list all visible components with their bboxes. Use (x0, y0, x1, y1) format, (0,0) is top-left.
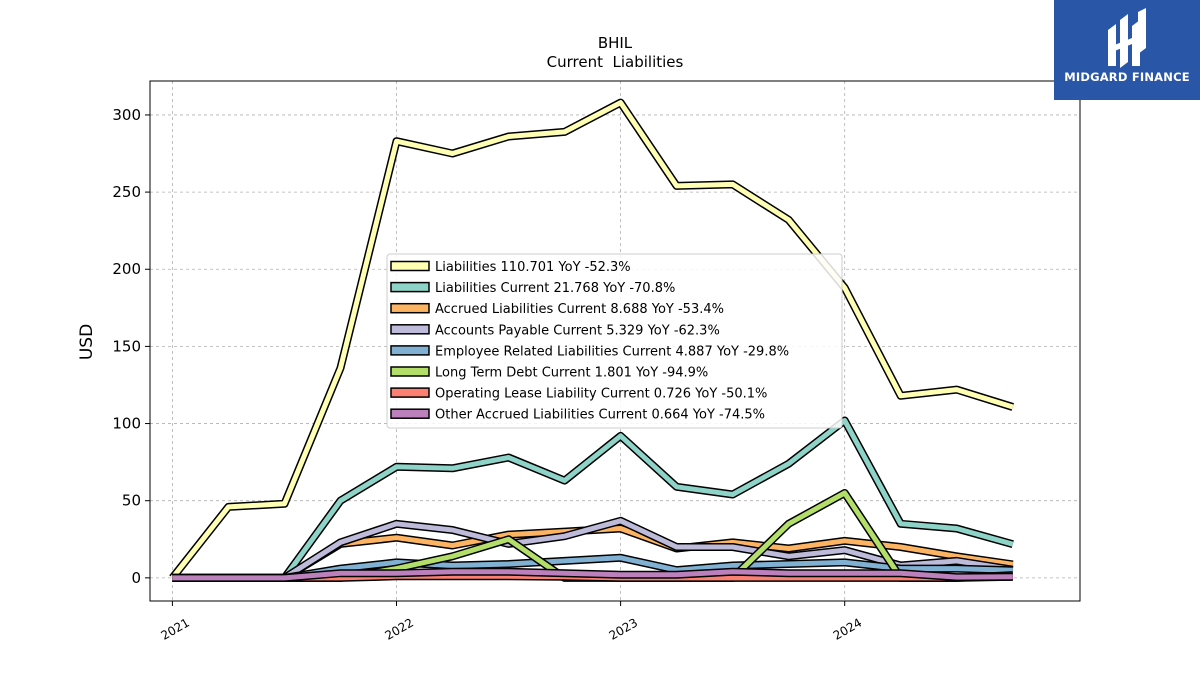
y-axis: 0 50 100 150 200 250 300 (112, 106, 150, 587)
legend-label: Liabilities Current 21.768 YoY -70.8% (435, 281, 675, 296)
x-axis: 2021 2022 2023 2024 (158, 601, 864, 643)
legend-swatch (390, 302, 430, 314)
y-tick-label: 0 (131, 569, 141, 587)
series-line (170, 100, 1014, 580)
legend-label: Other Accrued Liabilities Current 0.664 … (435, 408, 765, 423)
midgard-logo-icon (1108, 8, 1146, 68)
legend-swatch (390, 324, 430, 335)
series-accounts-payable-current (172, 516, 1014, 582)
brand-name: MIDGARD FINANCE (1064, 70, 1190, 84)
x-tick-label: 2022 (383, 615, 416, 642)
brand-logo: MIDGARD FINANCE (1054, 0, 1200, 100)
legend: Liabilities 110.701 YoY -52.3% Liabilitie… (386, 253, 843, 429)
legend-swatch (390, 260, 430, 272)
legend-swatch (390, 281, 430, 293)
legend-label: Liabilities 110.701 YoY -52.3% (435, 260, 631, 275)
series-other-accrued-liabilities-current (172, 567, 1013, 582)
series-layer (169, 98, 1014, 582)
series-liabilities (169, 98, 1014, 581)
series-line (172, 569, 1013, 581)
y-tick-label: 150 (112, 337, 141, 355)
x-tick-label: 2023 (607, 615, 640, 642)
x-tick-label: 2024 (831, 615, 864, 642)
legend-swatch (390, 387, 430, 398)
legend-swatch (390, 345, 430, 356)
legend-label: Employee Related Liabilities Current 4.8… (435, 344, 789, 359)
legend-label: Accrued Liabilities Current 8.688 YoY -5… (435, 302, 724, 317)
x-tick-label: 2021 (158, 615, 191, 642)
series-liabilities-current (172, 416, 1014, 582)
series-line (172, 518, 1014, 581)
y-tick-label: 300 (112, 106, 141, 124)
legend-box (386, 253, 843, 429)
series-line (172, 418, 1014, 581)
y-axis-label: USD (77, 324, 97, 360)
legend-label: Long Term Debt Current 1.801 YoY -94.9% (435, 366, 708, 381)
y-tick-label: 200 (112, 260, 141, 278)
y-tick-label: 50 (122, 492, 141, 510)
plot-area-frame (149, 80, 1081, 602)
legend-swatch (390, 408, 430, 419)
chart-title: BHIL (598, 34, 633, 52)
legend-label: Operating Lease Liability Current 0.726 … (435, 387, 767, 402)
legend-swatch (390, 366, 430, 377)
y-tick-label: 250 (112, 183, 141, 201)
legend-label: Accounts Payable Current 5.329 YoY -62.3… (435, 323, 720, 338)
y-tick-label: 100 (112, 415, 141, 433)
chart-subtitle: Current Liabilities (547, 53, 684, 71)
